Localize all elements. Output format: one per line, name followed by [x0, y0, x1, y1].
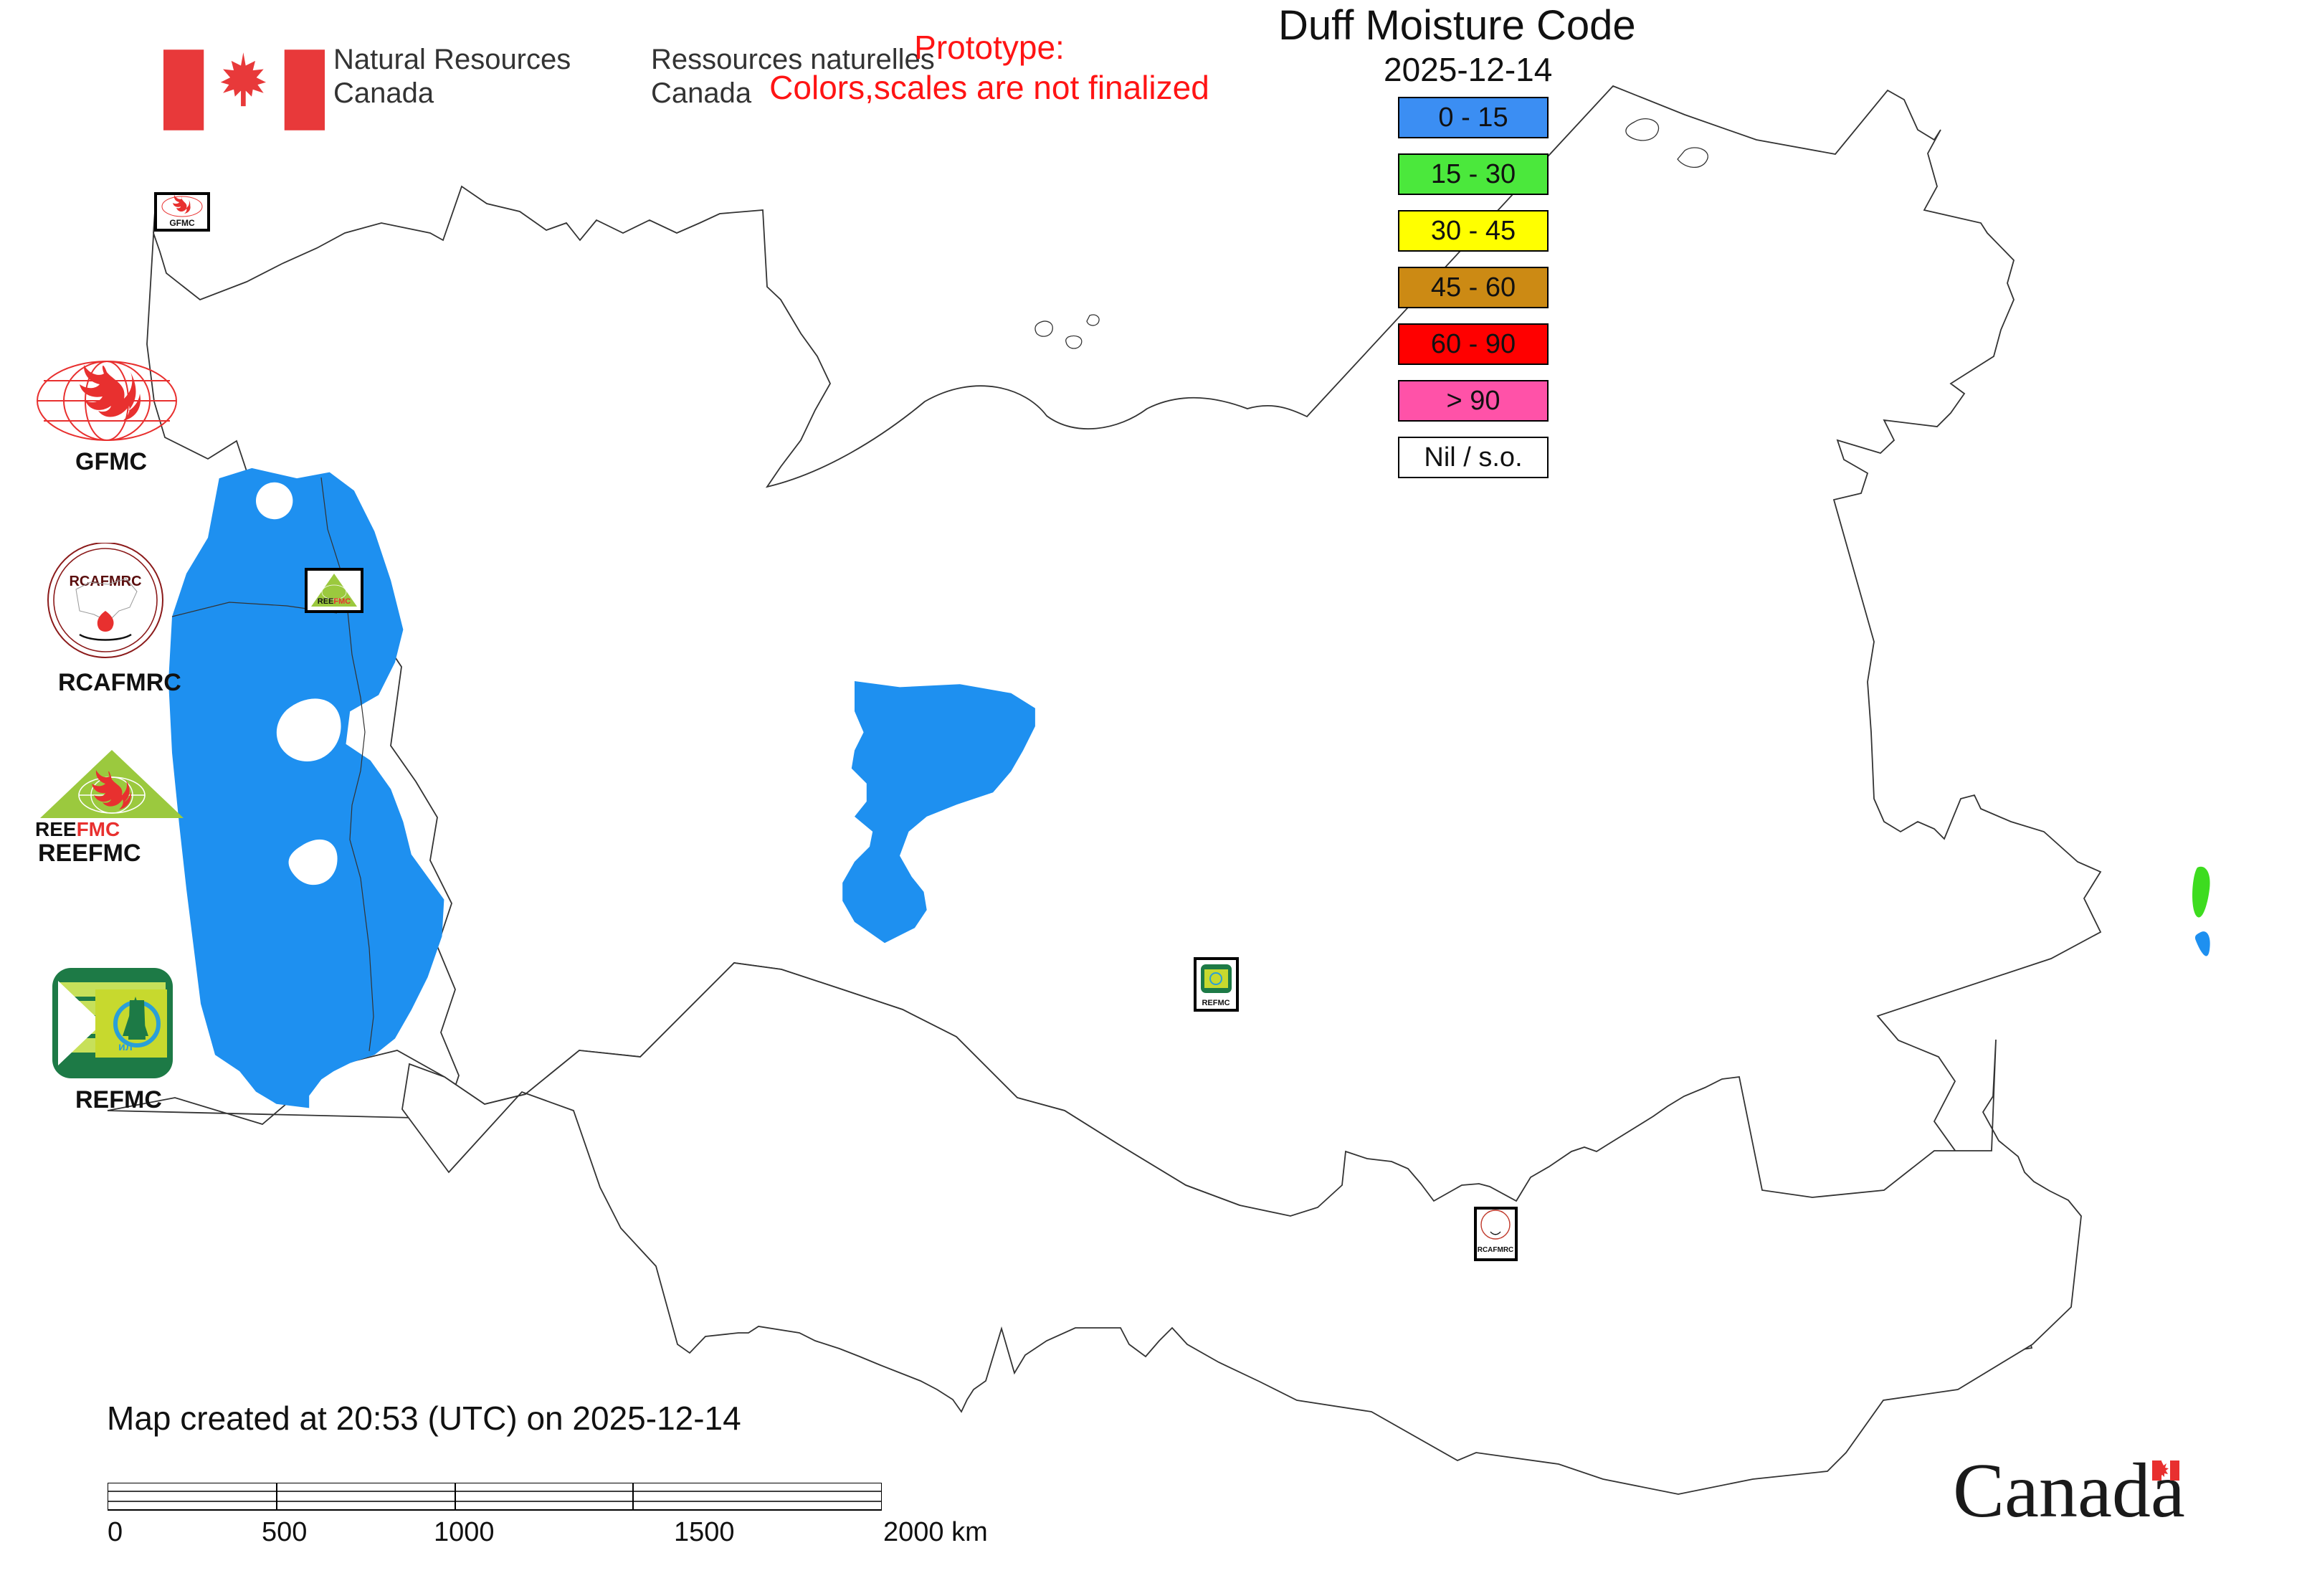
svg-text:GFMC: GFMC — [169, 218, 195, 228]
svg-text:REEFMC: REEFMC — [318, 597, 351, 606]
svg-text:RCAFMRC: RCAFMRC — [1478, 1246, 1514, 1254]
svg-text:ил: ил — [118, 1041, 133, 1053]
svg-text:Canada: Canada — [1953, 1448, 2185, 1534]
svg-text:REFMC: REFMC — [1202, 999, 1230, 1007]
